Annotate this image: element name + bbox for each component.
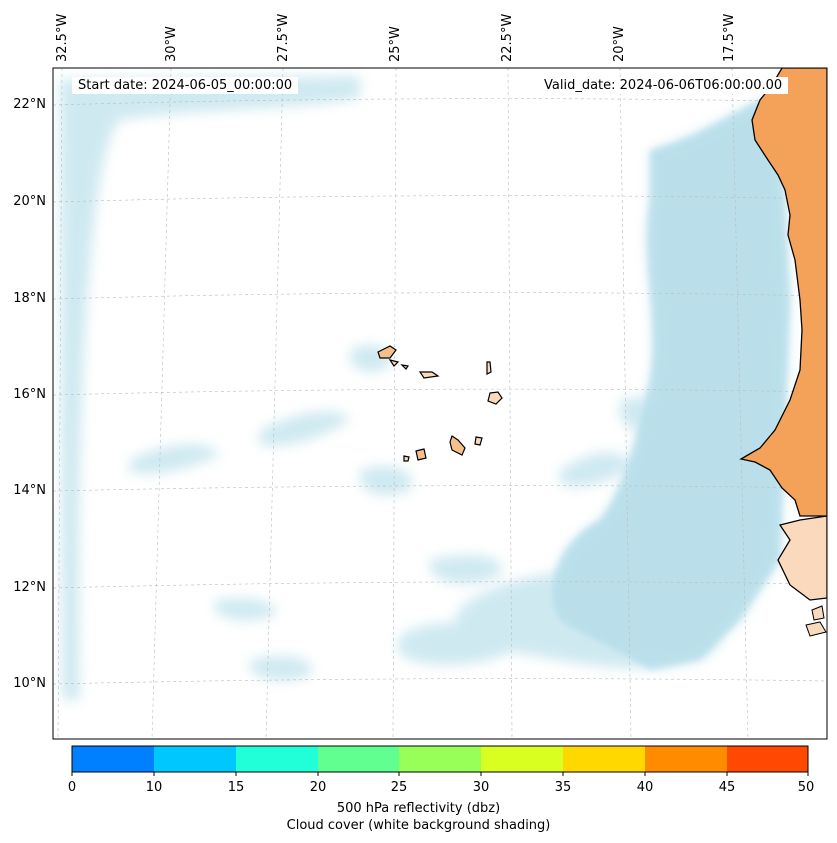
- lat-label-12n: 12°N: [13, 580, 46, 595]
- map-frame: [52, 67, 828, 740]
- lat-label-18n: 18°N: [13, 291, 46, 306]
- colorbar-tick-0: 0: [67, 780, 77, 795]
- colorbar-segment-10-15: [154, 746, 236, 772]
- colorbar-segment-35-40: [563, 746, 645, 772]
- lon-label-25w: 25°W: [388, 26, 403, 62]
- africa-landmass: [739, 68, 827, 637]
- lat-label-16n: 16°N: [13, 387, 46, 402]
- cape-verde-islands: [377, 345, 503, 462]
- colorbar-segment-0-10: [72, 746, 154, 772]
- lon-label-27-5w: 27.5°W: [276, 13, 291, 62]
- lat-label-20n: 20°N: [13, 194, 46, 209]
- colorbar-tick-50: 50: [797, 780, 815, 795]
- lat-label-14n: 14°N: [13, 483, 46, 498]
- colorbar-tick-45: 45: [718, 780, 736, 795]
- lon-label-20w: 20°W: [612, 26, 627, 62]
- lon-label-30w: 30°W: [164, 26, 179, 62]
- colorbar-segment-15-20: [236, 746, 318, 772]
- colorbar-segment-25-30: [399, 746, 481, 772]
- colorbar-tick-40: 40: [636, 780, 654, 795]
- colorbar-tick-30: 30: [472, 780, 490, 795]
- lat-label-10n: 10°N: [13, 676, 46, 691]
- lon-label-32-5w: 32.5°W: [55, 13, 70, 62]
- colorbar-tick-20: 20: [309, 780, 327, 795]
- colorbar-segment-45-50: [727, 746, 808, 772]
- colorbar-label-reflectivity: 500 hPa reflectivity (dbz): [336, 801, 501, 816]
- lon-label-17-5w: 17.5°W: [722, 13, 737, 62]
- colorbar: [71, 745, 809, 776]
- colorbar-label-cloud-cover: Cloud cover (white background shading): [286, 818, 551, 833]
- lon-label-22-5w: 22.5°W: [500, 13, 515, 62]
- start-date-label: Start date: 2024-06-05_00:00:00: [72, 77, 299, 94]
- colorbar-segment-40-45: [645, 746, 727, 772]
- valid-date-label: Valid_date: 2024-06-06T06:00:00.00: [538, 77, 789, 94]
- colorbar-segment-20-25: [318, 746, 399, 772]
- colorbar-tick-15: 15: [227, 780, 245, 795]
- graticule: [53, 68, 827, 739]
- colorbar-tick-25: 25: [390, 780, 408, 795]
- colorbar-tick-35: 35: [554, 780, 572, 795]
- lat-label-22n: 22°N: [13, 97, 46, 112]
- colorbar-segment-30-35: [481, 746, 563, 772]
- colorbar-tick-10: 10: [145, 780, 163, 795]
